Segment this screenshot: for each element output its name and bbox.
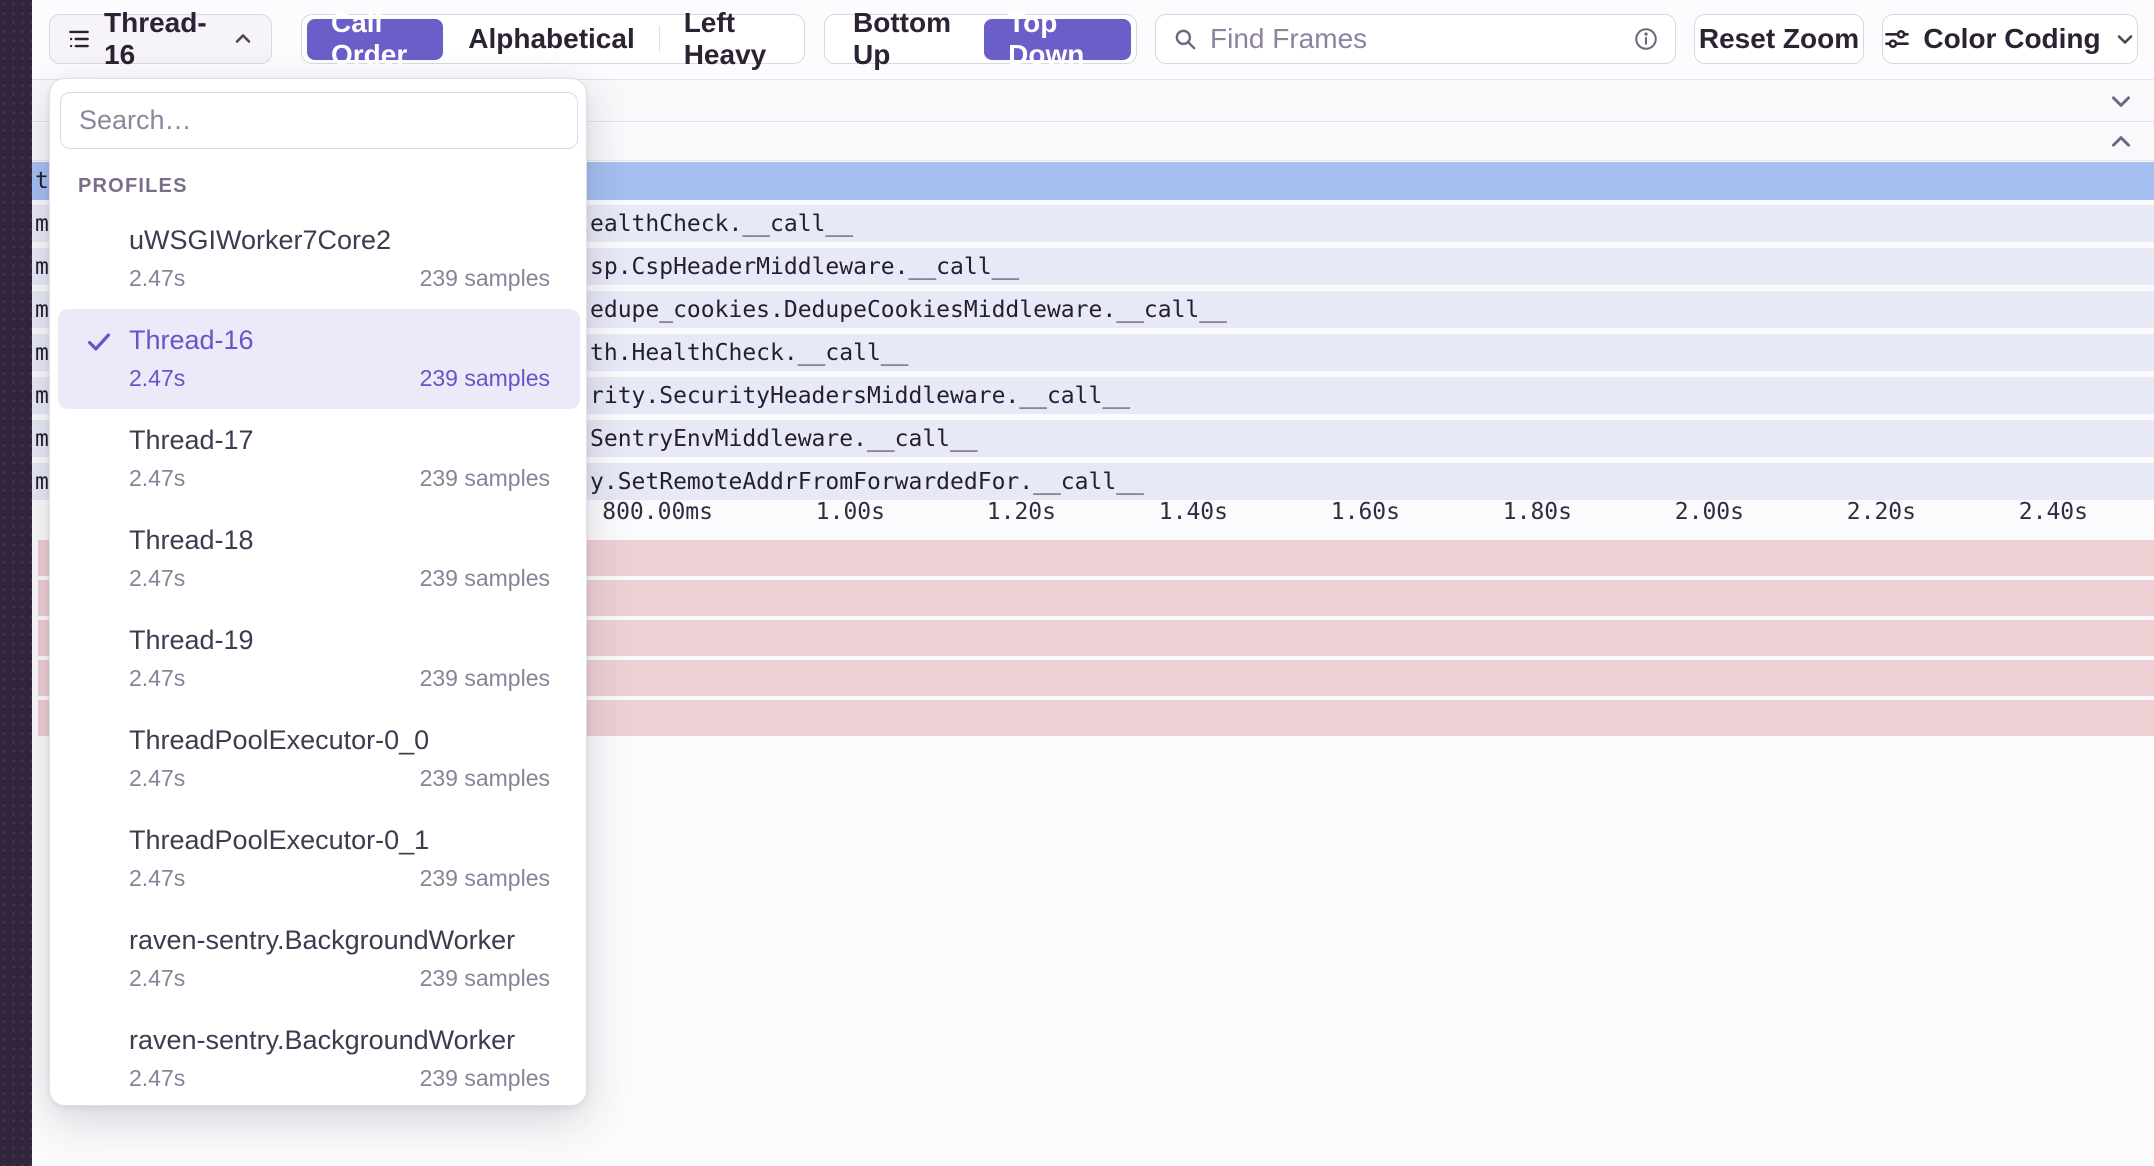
thread-list-icon [66, 26, 92, 52]
flamegraph-toolbar: Thread-16 Call Order Alphabetical Left H… [32, 0, 2154, 79]
profile-meta: 2.47s 239 samples [129, 865, 550, 892]
frame-label: th.HealthCheck.__call__ [590, 334, 909, 371]
frame-label: ealthCheck.__call__ [590, 205, 853, 242]
profile-sample-count: 239 samples [420, 865, 550, 892]
profile-meta: 2.47s 239 samples [129, 465, 550, 492]
profile-sample-count: 239 samples [420, 365, 550, 392]
sort-option-call-order[interactable]: Call Order [307, 19, 443, 60]
profile-list-item[interactable]: ThreadPoolExecutor-0_0 2.47s 239 samples [58, 709, 580, 809]
profile-sample-count: 239 samples [420, 465, 550, 492]
profile-meta: 2.47s 239 samples [129, 765, 550, 792]
sidebar-edge-strip [0, 0, 32, 1166]
dropdown-search-input[interactable] [60, 92, 578, 149]
profile-sample-count: 239 samples [420, 765, 550, 792]
thread-selector-label: Thread-16 [104, 7, 219, 71]
profile-sample-count: 239 samples [420, 1065, 550, 1092]
color-coding-button[interactable]: Color Coding [1882, 14, 2138, 64]
reset-zoom-button[interactable]: Reset Zoom [1694, 14, 1864, 64]
profile-name: raven-sentry.BackgroundWorker [129, 925, 515, 956]
profile-name: Thread-19 [129, 625, 254, 656]
dropdown-section-label: PROFILES [78, 175, 188, 198]
profile-name: uWSGIWorker7Core2 [129, 225, 391, 256]
info-icon[interactable] [1633, 26, 1659, 52]
profile-meta: 2.47s 239 samples [129, 365, 550, 392]
chevron-down-icon [2113, 27, 2137, 51]
profile-meta: 2.47s 239 samples [129, 565, 550, 592]
profile-sample-count: 239 samples [420, 965, 550, 992]
profile-name: Thread-17 [129, 425, 254, 456]
expand-chevron-down-icon[interactable] [2106, 86, 2136, 116]
find-frames-placeholder: Find Frames [1210, 23, 1621, 55]
profile-list-item[interactable]: raven-sentry.BackgroundWorker 2.47s 239 … [58, 1009, 580, 1109]
profile-sample-count: 239 samples [420, 265, 550, 292]
profile-duration: 2.47s [129, 965, 185, 992]
profile-name: raven-sentry.BackgroundWorker [129, 1025, 515, 1056]
color-coding-label: Color Coding [1923, 23, 2100, 55]
profile-list-item[interactable]: ThreadPoolExecutor-0_1 2.47s 239 samples [58, 809, 580, 909]
sort-option-left-heavy[interactable]: Left Heavy [660, 15, 800, 63]
frame-label: rity.SecurityHeadersMiddleware.__call__ [590, 377, 1130, 414]
profile-name: ThreadPoolExecutor-0_1 [129, 825, 429, 856]
thread-selector-button[interactable]: Thread-16 [49, 14, 272, 64]
profile-duration: 2.47s [129, 265, 185, 292]
profile-duration: 2.47s [129, 465, 185, 492]
sort-option-alphabetical[interactable]: Alphabetical [444, 15, 658, 63]
profile-list-item[interactable]: raven-sentry.BackgroundWorker 2.47s 239 … [58, 909, 580, 1009]
profile-duration: 2.47s [129, 1065, 185, 1092]
profile-list-item[interactable]: Thread-16 2.47s 239 samples [58, 309, 580, 409]
frame-label: edupe_cookies.DedupeCookiesMiddleware.__… [590, 291, 1227, 328]
time-axis-label: 2.40s [1868, 497, 2088, 527]
profile-list-item[interactable]: uWSGIWorker7Core2 2.47s 239 samples [58, 209, 580, 309]
profile-list-item[interactable]: Thread-17 2.47s 239 samples [58, 409, 580, 509]
profile-sample-count: 239 samples [420, 565, 550, 592]
profile-list-item[interactable]: Thread-19 2.47s 239 samples [58, 609, 580, 709]
chevron-up-icon [231, 27, 255, 51]
direction-segmented-control: Bottom Up Top Down [824, 14, 1137, 64]
reset-zoom-label: Reset Zoom [1699, 23, 1859, 55]
profile-duration: 2.47s [129, 765, 185, 792]
direction-option-bottom-up[interactable]: Bottom Up [829, 15, 983, 63]
profile-meta: 2.47s 239 samples [129, 665, 550, 692]
profile-meta: 2.47s 239 samples [129, 1065, 550, 1092]
profile-name: Thread-16 [129, 325, 254, 356]
collapse-chevron-up-icon[interactable] [2106, 127, 2136, 157]
profile-name: Thread-18 [129, 525, 254, 556]
frame-label: y.SetRemoteAddrFromForwardedFor.__call__ [590, 463, 1144, 500]
profile-duration: 2.47s [129, 665, 185, 692]
find-frames-input[interactable]: Find Frames [1155, 14, 1676, 64]
frame-label: SentryEnvMiddleware.__call__ [590, 420, 978, 457]
profile-name: ThreadPoolExecutor-0_0 [129, 725, 429, 756]
profile-duration: 2.47s [129, 365, 185, 392]
thread-selector-dropdown: PROFILES uWSGIWorker7Core2 2.47s 239 sam… [49, 78, 587, 1106]
profile-list-item[interactable]: Thread-18 2.47s 239 samples [58, 509, 580, 609]
sort-segmented-control: Call Order Alphabetical Left Heavy [301, 14, 805, 64]
direction-option-top-down[interactable]: Top Down [984, 19, 1131, 60]
profile-meta: 2.47s 239 samples [129, 265, 550, 292]
checkmark-icon [84, 327, 114, 357]
frame-label: sp.CspHeaderMiddleware.__call__ [590, 248, 1019, 285]
profile-sample-count: 239 samples [420, 665, 550, 692]
profile-duration: 2.47s [129, 865, 185, 892]
search-icon [1172, 26, 1198, 52]
profile-duration: 2.47s [129, 565, 185, 592]
profile-meta: 2.47s 239 samples [129, 965, 550, 992]
sliders-icon [1883, 25, 1911, 53]
